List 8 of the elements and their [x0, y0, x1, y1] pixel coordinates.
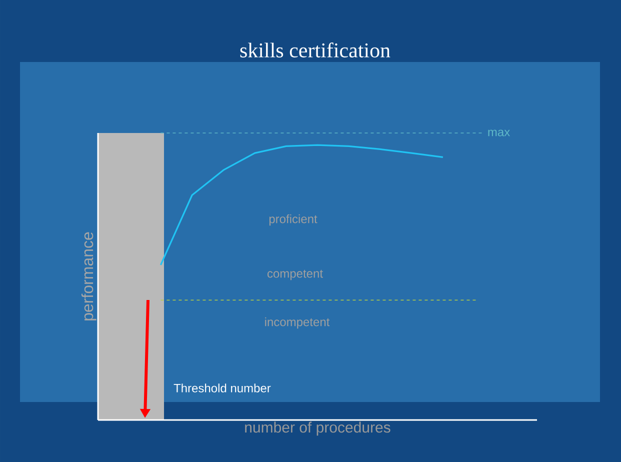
annotation: incompetent	[265, 317, 330, 329]
annotation: Threshold number	[174, 384, 271, 392]
y-axis-title: performance	[81, 232, 96, 320]
annotation: competent	[267, 270, 323, 280]
ref-line-label: max	[488, 130, 510, 136]
annotation: proficient	[269, 214, 318, 226]
x-axis-title: number of procedures	[245, 422, 390, 436]
chart-title: skills certification	[240, 42, 390, 58]
